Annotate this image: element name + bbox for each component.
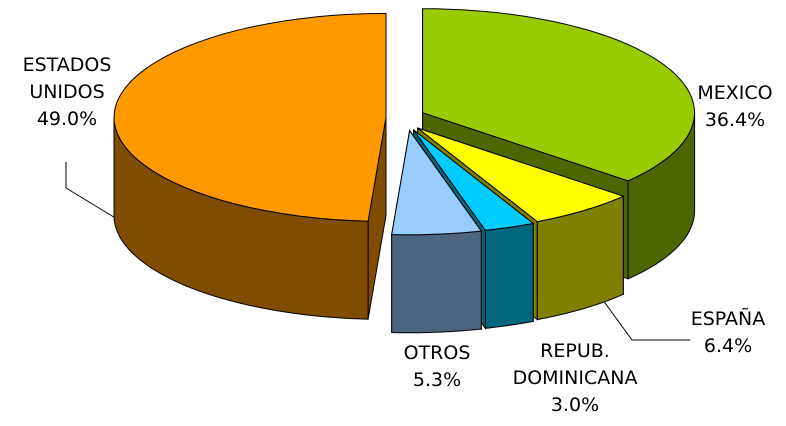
value-label: 49.0%	[36, 108, 98, 130]
category-label: OTROS	[403, 342, 471, 364]
slice	[413, 129, 535, 231]
category-label: REPUB. DOMINICANA	[512, 340, 638, 389]
slice-label: MEXICO 36.4%	[690, 80, 780, 134]
slice-wall	[391, 230, 482, 334]
slice-label: ESTADOS UNIDOS 49.0%	[12, 52, 122, 133]
category-label: MEXICO	[697, 82, 773, 104]
slice	[113, 12, 387, 222]
value-label: 5.3%	[412, 369, 462, 391]
leader-line	[65, 162, 123, 223]
category-label: ESPAÑA	[690, 308, 766, 330]
slice	[417, 127, 625, 223]
slice-label: ESPAÑA 6.4%	[688, 306, 768, 360]
slice	[422, 8, 696, 182]
leader-line	[599, 295, 690, 341]
value-label: 3.0%	[550, 394, 600, 416]
slice-label: OTROS 5.3%	[392, 340, 482, 394]
slice-label: REPUB. DOMINICANA 3.0%	[500, 338, 650, 419]
value-label: 36.4%	[704, 109, 766, 131]
value-label: 6.4%	[703, 335, 753, 357]
category-label: ESTADOS UNIDOS	[22, 54, 112, 103]
slice	[391, 129, 483, 236]
slice-wall	[484, 222, 534, 329]
